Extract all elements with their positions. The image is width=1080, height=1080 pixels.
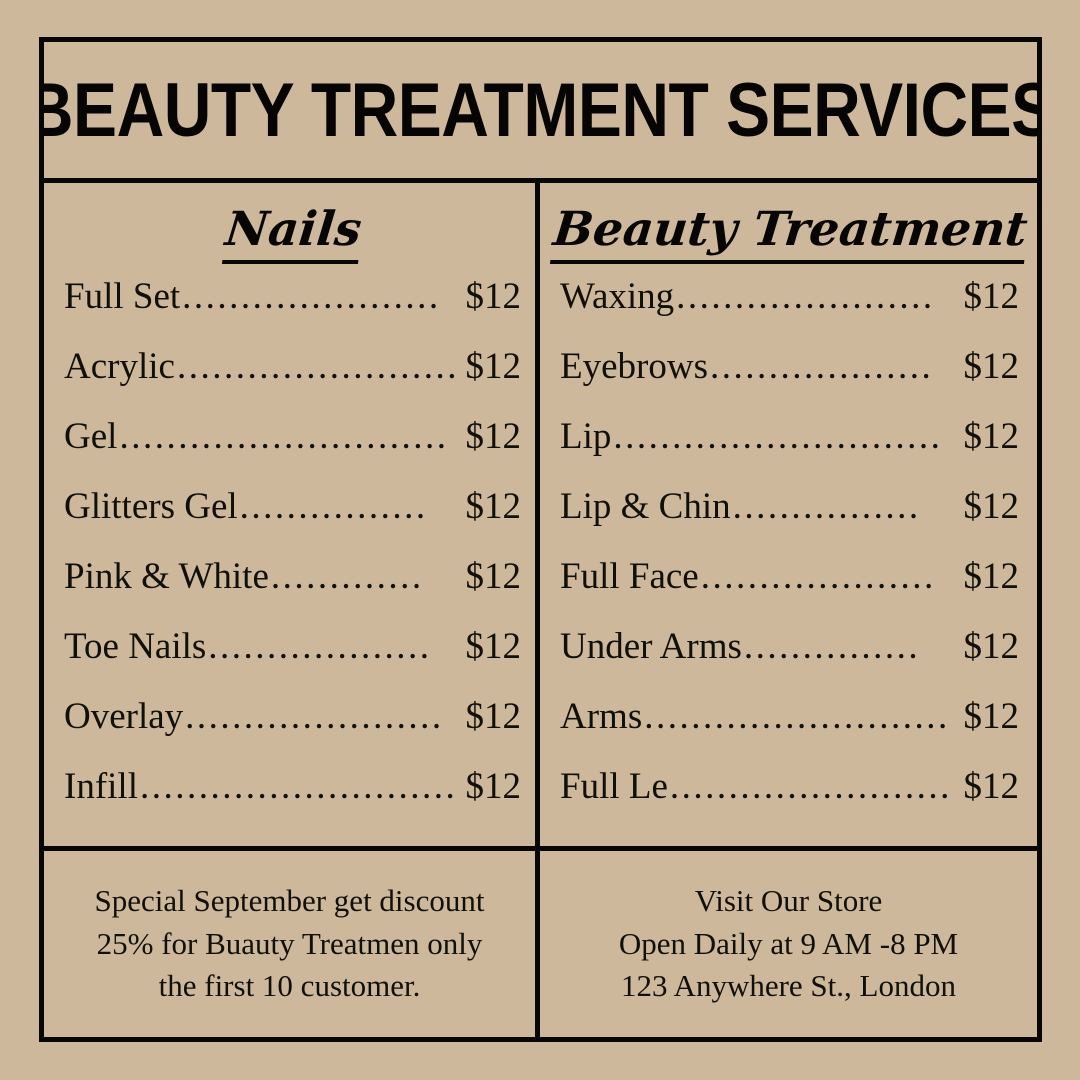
service-name: Under Arms xyxy=(560,626,742,667)
service-name: Lip xyxy=(560,416,612,457)
service-row: Infill ........................... $12 xyxy=(64,768,521,838)
title-band: BEAUTY TREATMENT SERVICES xyxy=(44,42,1037,183)
menu-column-nails: Nails Full Set ...................... $1… xyxy=(44,183,540,846)
service-price: $12 xyxy=(963,626,1020,667)
service-row: Gel ............................ $12 xyxy=(64,418,521,488)
service-name: Glitters Gel xyxy=(64,486,238,527)
service-name: Arms xyxy=(560,696,643,737)
service-price: $12 xyxy=(465,626,522,667)
service-row: Full Le ........................ $12 xyxy=(560,768,1019,838)
dot-leader: ................ xyxy=(239,488,428,525)
dot-leader: .................... xyxy=(700,558,936,595)
service-row: Toe Nails ................... $12 xyxy=(64,628,521,698)
service-name: Toe Nails xyxy=(64,626,207,667)
service-price: $12 xyxy=(963,276,1020,317)
service-price: $12 xyxy=(963,766,1020,807)
store-info-line: 123 Anywhere St., London xyxy=(621,968,956,1004)
service-row: Under Arms ............... $12 xyxy=(560,628,1019,698)
service-name: Lip & Chin xyxy=(560,486,731,527)
service-name: Overlay xyxy=(64,696,184,737)
store-info-line: Open Daily at 9 AM -8 PM xyxy=(618,925,959,961)
service-row: Arms .......................... $12 xyxy=(560,698,1019,768)
service-list-beauty-treatment: Waxing ...................... $12 Eyebro… xyxy=(560,264,1019,846)
service-row: Eyebrows ................... $12 xyxy=(560,348,1019,418)
promo-line: Special September get discount xyxy=(94,882,485,918)
dot-leader: ............. xyxy=(270,558,424,595)
service-name: Full Face xyxy=(560,556,699,597)
dot-leader: ........................ xyxy=(176,348,459,385)
dot-leader: ............................ xyxy=(119,418,449,455)
service-row: Full Set ...................... $12 xyxy=(64,278,521,348)
service-row: Waxing ...................... $12 xyxy=(560,278,1019,348)
promo-line: 25% for Buauty Treatmen only xyxy=(96,925,483,961)
menu-band: Nails Full Set ...................... $1… xyxy=(44,183,1037,851)
dot-leader: ...................... xyxy=(182,278,441,315)
service-price: $12 xyxy=(465,276,522,317)
service-price: $12 xyxy=(465,696,522,737)
service-price: $12 xyxy=(465,346,522,387)
dot-leader: ...................... xyxy=(185,698,444,735)
store-info: Visit Our Store Open Daily at 9 AM -8 PM… xyxy=(540,851,1037,1037)
dot-leader: ............... xyxy=(743,628,921,665)
page-title: BEAUTY TREATMENT SERVICES xyxy=(44,67,1037,153)
store-info-line: Visit Our Store xyxy=(694,882,883,918)
service-row: Pink & White ............. $12 xyxy=(64,558,521,628)
service-row: Acrylic ........................ $12 xyxy=(64,348,521,418)
poster-card: BEAUTY TREATMENT SERVICES Nails Full Set… xyxy=(39,37,1042,1042)
service-price: $12 xyxy=(963,556,1020,597)
service-row: Overlay ...................... $12 xyxy=(64,698,521,768)
service-list-nails: Full Set ...................... $12 Acry… xyxy=(64,264,521,846)
service-name: Gel xyxy=(64,416,118,457)
service-price: $12 xyxy=(963,416,1020,457)
footer-band: Special September get discount 25% for B… xyxy=(44,851,1037,1037)
service-name: Acrylic xyxy=(64,346,175,387)
service-price: $12 xyxy=(465,556,522,597)
service-name: Pink & White xyxy=(64,556,269,597)
section-heading-beauty-treatment: Beauty Treatment xyxy=(549,202,1030,264)
service-price: $12 xyxy=(465,766,522,807)
service-name: Full Le xyxy=(560,766,668,807)
section-heading-nails: Nails xyxy=(221,202,364,264)
menu-column-beauty-treatment: Beauty Treatment Waxing ................… xyxy=(540,183,1037,846)
promo-note: Special September get discount 25% for B… xyxy=(44,851,540,1037)
dot-leader: ................... xyxy=(208,628,432,665)
dot-leader: ................ xyxy=(732,488,921,525)
service-name: Full Set xyxy=(64,276,181,317)
service-name: Eyebrows xyxy=(560,346,708,387)
service-name: Infill xyxy=(64,766,138,807)
dot-leader: ........................... xyxy=(139,768,458,805)
service-row: Glitters Gel ................ $12 xyxy=(64,488,521,558)
service-price: $12 xyxy=(963,486,1020,527)
dot-leader: ................... xyxy=(709,348,934,385)
service-row: Full Face .................... $12 xyxy=(560,558,1019,628)
dot-leader: ............................ xyxy=(613,418,943,455)
service-row: Lip & Chin ................ $12 xyxy=(560,488,1019,558)
dot-leader: .......................... xyxy=(644,698,950,735)
promo-line: the first 10 customer. xyxy=(158,968,421,1004)
service-price: $12 xyxy=(963,346,1020,387)
dot-leader: ........................ xyxy=(669,768,952,805)
dot-leader: ...................... xyxy=(676,278,935,315)
service-price: $12 xyxy=(465,416,522,457)
service-price: $12 xyxy=(963,696,1020,737)
service-price: $12 xyxy=(465,486,522,527)
service-row: Lip ............................ $12 xyxy=(560,418,1019,488)
service-name: Waxing xyxy=(560,276,675,317)
